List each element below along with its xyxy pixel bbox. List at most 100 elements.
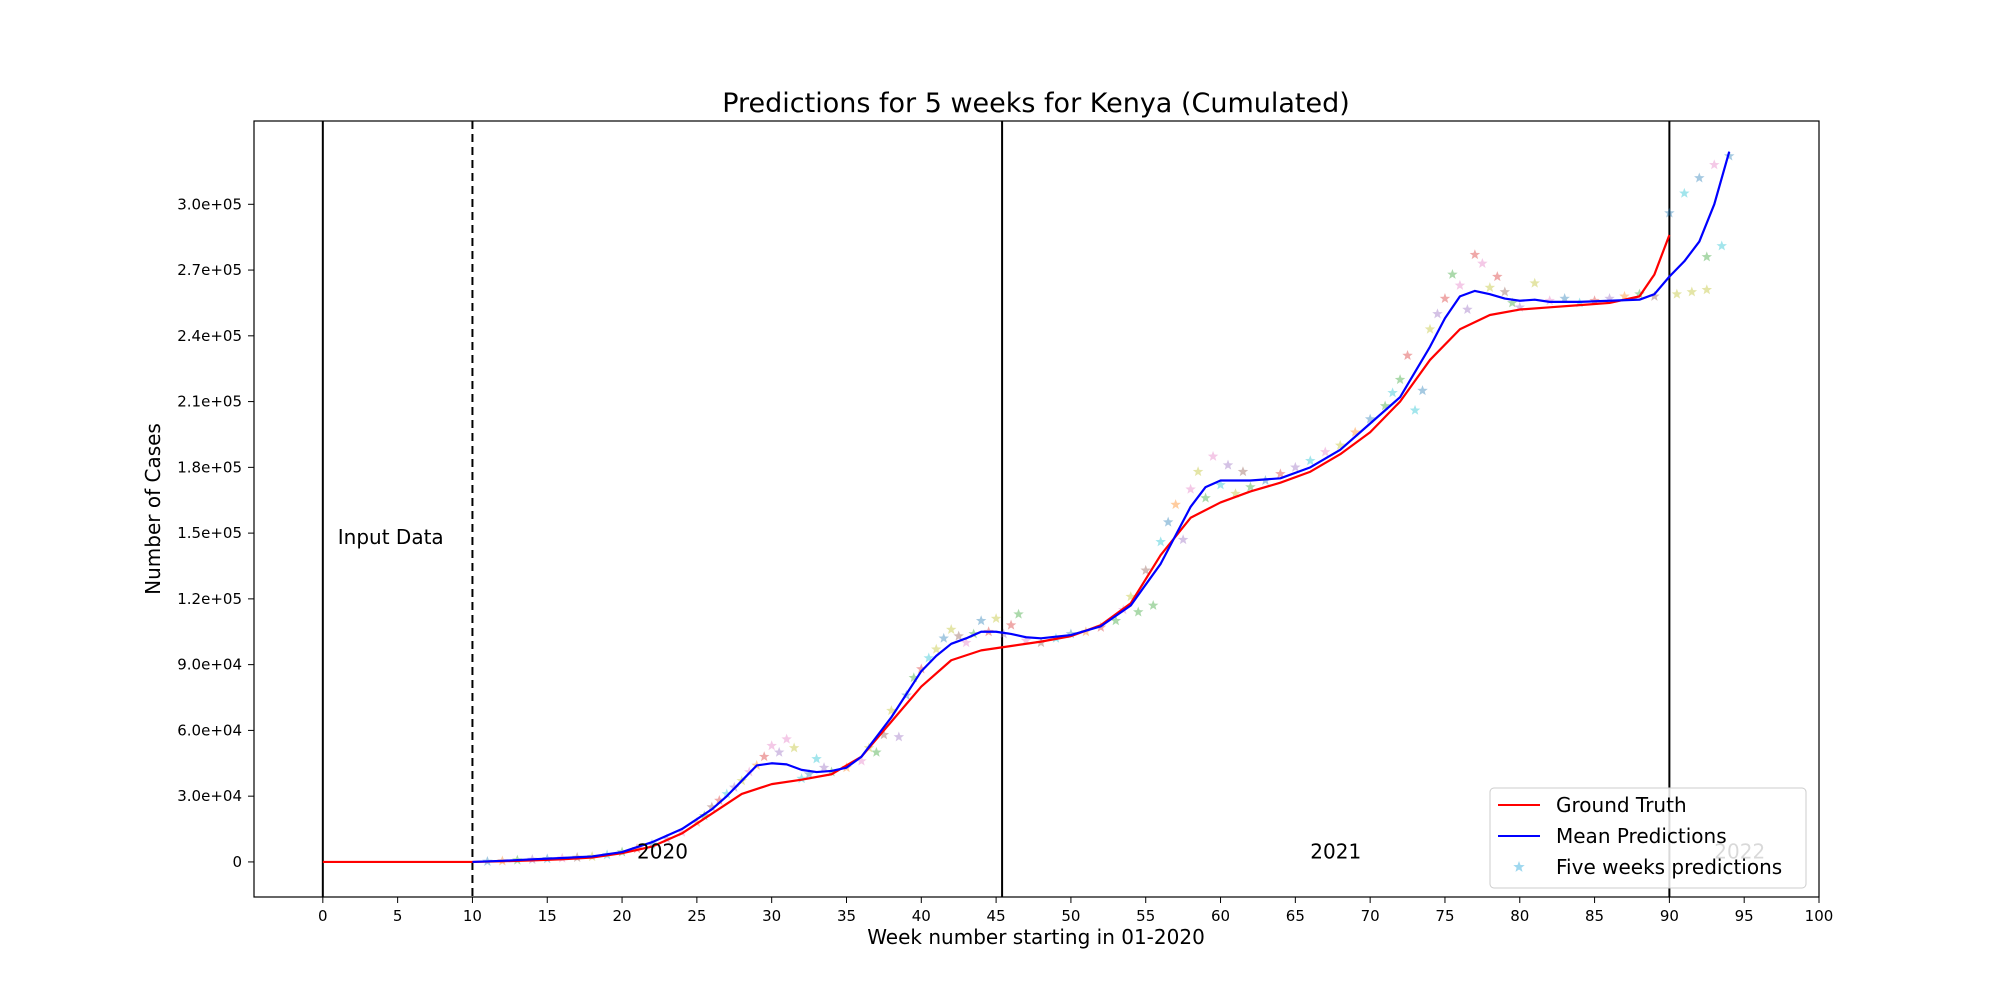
legend-box <box>1489 787 1807 889</box>
prediction-star-point <box>893 731 905 742</box>
prediction-star-point <box>1133 606 1144 617</box>
series-mean-predictions-line <box>472 151 1731 864</box>
prediction-star-point <box>1140 564 1151 575</box>
prediction-star-point <box>886 705 897 716</box>
prediction-star-point <box>1177 534 1189 545</box>
prediction-star-point <box>1544 295 1555 306</box>
prediction-star-point <box>1245 481 1256 492</box>
prediction-star-point <box>1529 277 1540 288</box>
prediction-star-point <box>1514 301 1525 312</box>
x-tick-label: 30 <box>762 907 781 925</box>
x-axis-label: Week number starting in 01-2020 <box>867 925 1205 949</box>
annotation-2020: 2020 <box>637 840 688 864</box>
y-tick-label: 3.0e+05 <box>177 195 242 213</box>
x-tick-label: 15 <box>538 907 557 925</box>
prediction-star-point <box>803 768 815 779</box>
x-tick-label: 35 <box>837 907 856 925</box>
prediction-star-point <box>796 773 807 784</box>
prediction-star-point <box>1694 172 1705 183</box>
prediction-star-point <box>773 746 785 757</box>
prediction-star-point <box>916 663 927 674</box>
prediction-star-point <box>729 781 740 792</box>
x-tick-label: 55 <box>1136 907 1155 925</box>
prediction-star-point <box>1402 350 1413 360</box>
y-axis-label: Number of Cases <box>141 423 165 595</box>
prediction-star-point <box>1394 374 1406 385</box>
prediction-star-point <box>1634 288 1645 299</box>
prediction-star-point <box>1387 387 1398 398</box>
prediction-star-point <box>781 733 792 744</box>
prediction-star-point <box>1185 483 1196 494</box>
x-tick-label: 20 <box>613 907 632 925</box>
prediction-star-point <box>1065 628 1077 639</box>
prediction-star-point <box>1379 400 1391 411</box>
x-tick-label: 50 <box>1061 907 1080 925</box>
prediction-star-point <box>1162 516 1174 527</box>
prediction-star-point <box>1110 615 1122 626</box>
x-tick-label: 80 <box>1510 907 1529 925</box>
series-ground-truth-line <box>322 234 1671 864</box>
prediction-star-point <box>1432 308 1443 319</box>
prediction-star-point <box>1709 159 1720 170</box>
prediction-star-point <box>1005 619 1017 630</box>
y-tick-label: 6.0e+04 <box>177 721 242 739</box>
chart-title: Predictions for 5 weeks for Kenya (Cumul… <box>722 88 1350 119</box>
y-tick-label: 2.4e+05 <box>177 327 242 345</box>
prediction-star-point <box>1200 492 1211 503</box>
x-axis-ticks: 0 5 10 15 20 25 30 35 40 45 50 55 60 65 70 75 80 85 90 95 10… <box>318 897 1833 925</box>
y-tick-label: 1.2e+05 <box>177 590 242 608</box>
prediction-star-point <box>953 630 964 641</box>
y-tick-label: 9.0e+04 <box>177 656 242 674</box>
x-tick-label: 95 <box>1735 907 1754 925</box>
legend-label-five-weeks: Five weeks predictions <box>1556 855 1782 879</box>
x-tick-label: 40 <box>912 907 931 925</box>
plot-frame <box>253 120 1820 898</box>
prediction-star-point <box>788 742 800 753</box>
prediction-star-point <box>1207 450 1219 461</box>
prediction-star-point <box>1320 446 1331 457</box>
prediction-star-point <box>758 751 770 762</box>
prediction-star-point <box>1417 385 1428 396</box>
prediction-star-point <box>1619 290 1630 301</box>
prediction-star-point <box>818 762 830 773</box>
prediction-star-point <box>1507 297 1518 308</box>
prediction-star-point <box>1230 488 1241 499</box>
prediction-star-point <box>1013 608 1024 619</box>
y-axis-ticks: 0 3.0e+04 6.0e+04 9.0e+04 1.2e+05 1.5e+05 1.8e… <box>177 195 254 871</box>
x-tick-label: 45 <box>987 907 1006 925</box>
series-layer <box>322 150 1735 866</box>
prediction-star-point <box>1170 499 1181 510</box>
annotation-input-data: Input Data <box>338 525 444 549</box>
prediction-star-point <box>1290 461 1301 472</box>
prediction-star-point <box>1334 439 1346 450</box>
prediction-star-point <box>1305 455 1316 466</box>
prediction-star-point <box>923 652 935 663</box>
prediction-star-point <box>975 615 987 626</box>
prediction-star-point <box>811 753 822 764</box>
x-tick-label: 70 <box>1361 907 1380 925</box>
series-five-weeks-predictions <box>482 150 1735 866</box>
prediction-star-point <box>646 838 658 849</box>
prediction-star-point <box>1679 187 1690 198</box>
prediction-star-point <box>766 740 777 751</box>
prediction-star-point <box>1604 293 1615 304</box>
prediction-star-point <box>1664 207 1675 218</box>
prediction-star-point <box>856 755 867 766</box>
prediction-star-point <box>744 766 755 777</box>
legend-swatch-five-weeks <box>1513 861 1525 872</box>
prediction-star-point <box>1559 293 1570 304</box>
y-tick-label: 2.7e+05 <box>177 261 242 279</box>
prediction-star-point <box>1237 466 1249 477</box>
prediction-star-point <box>676 826 688 837</box>
prediction-star-point <box>1671 288 1683 299</box>
prediction-star-point <box>1469 249 1481 260</box>
prediction-star-point <box>1439 293 1451 304</box>
y-tick-label: 1.5e+05 <box>177 524 242 542</box>
x-tick-label: 65 <box>1286 907 1305 925</box>
prediction-star-point <box>945 624 957 635</box>
x-tick-label: 0 <box>318 907 328 925</box>
legend-label-ground-truth: Ground Truth <box>1556 793 1687 817</box>
prediction-star-point <box>878 729 890 740</box>
